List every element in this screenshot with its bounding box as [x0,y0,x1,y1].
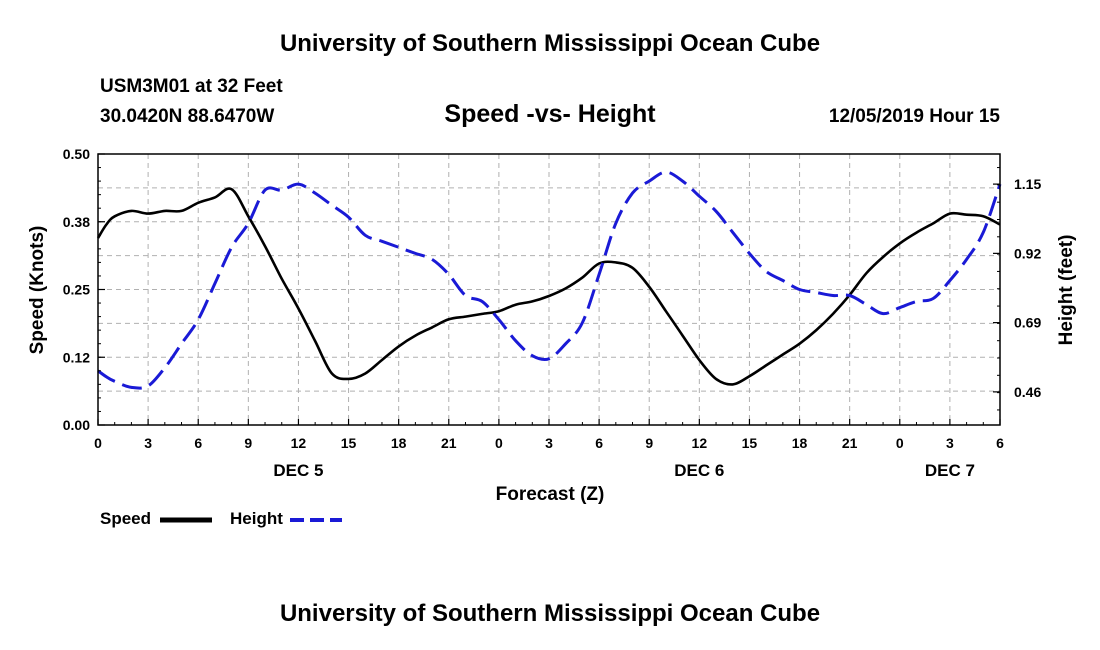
day-label: DEC 7 [925,461,975,480]
y-right-tick-label: 0.92 [1014,245,1041,261]
height-series-line [97,170,1002,390]
x-tick-label: 21 [441,435,457,451]
series-lines [96,170,1002,390]
day-label: DEC 6 [674,461,724,480]
x-tick-label: 15 [341,435,357,451]
x-tick-label: 15 [742,435,758,451]
y-left-tick-label: 0.50 [63,146,90,162]
x-tick-label: 12 [692,435,708,451]
x-tick-label: 3 [545,435,553,451]
station-label: USM3M01 at 32 Feet [100,76,283,97]
y-right-tick-label: 0.46 [1014,384,1041,400]
x-axis-label: Forecast (Z) [496,484,605,505]
legend-height-label: Height [230,509,283,528]
x-tick-label: 18 [792,435,808,451]
x-tick-label: 9 [244,435,252,451]
x-tick-label: 9 [645,435,653,451]
y-axis-left-label: Speed (Knots) [27,226,48,355]
x-tick-label: 0 [94,435,102,451]
top-title: University of Southern Mississippi Ocean… [279,30,821,57]
y-left-tick-label: 0.12 [63,349,90,365]
y-left-tick-label: 0.25 [63,282,90,298]
x-tick-label: 0 [495,435,503,451]
legend-speed-label: Speed [100,509,152,528]
coordinates-label: 30.0420N 88.6470W [100,106,275,127]
y-right-tick-label: 1.15 [1014,176,1041,192]
x-tick-label: 3 [946,435,954,451]
y-right-tick-label: 0.69 [1014,315,1041,331]
x-tick-label: 6 [996,435,1004,451]
chart-subtitle: Speed -vs- Height [444,100,656,128]
x-tick-label: 0 [896,435,904,451]
y-left-tick-label: 0.38 [63,214,90,230]
timestamp-label: 12/05/2019 Hour 15 [828,106,1000,127]
x-tick-label: 21 [842,435,858,451]
grid-lines [98,154,1000,425]
bottom-title: University of Southern Mississippi Ocean… [279,600,821,627]
x-tick-label: 3 [144,435,152,451]
x-tick-label: 12 [291,435,307,451]
day-label: DEC 5 [273,461,323,480]
y-axis-right-label: Height (feet) [1056,235,1077,346]
x-tick-label: 18 [391,435,407,451]
x-tick-label: 6 [194,435,202,451]
y-left-tick-label: 0.00 [63,417,90,433]
x-tick-label: 6 [595,435,603,451]
axes: 0 3 6 9 12 15 18 21 0 3 6 9 12 15 18 21 0 3 6 DEC 5 DEC 6 DEC… [63,146,1042,480]
